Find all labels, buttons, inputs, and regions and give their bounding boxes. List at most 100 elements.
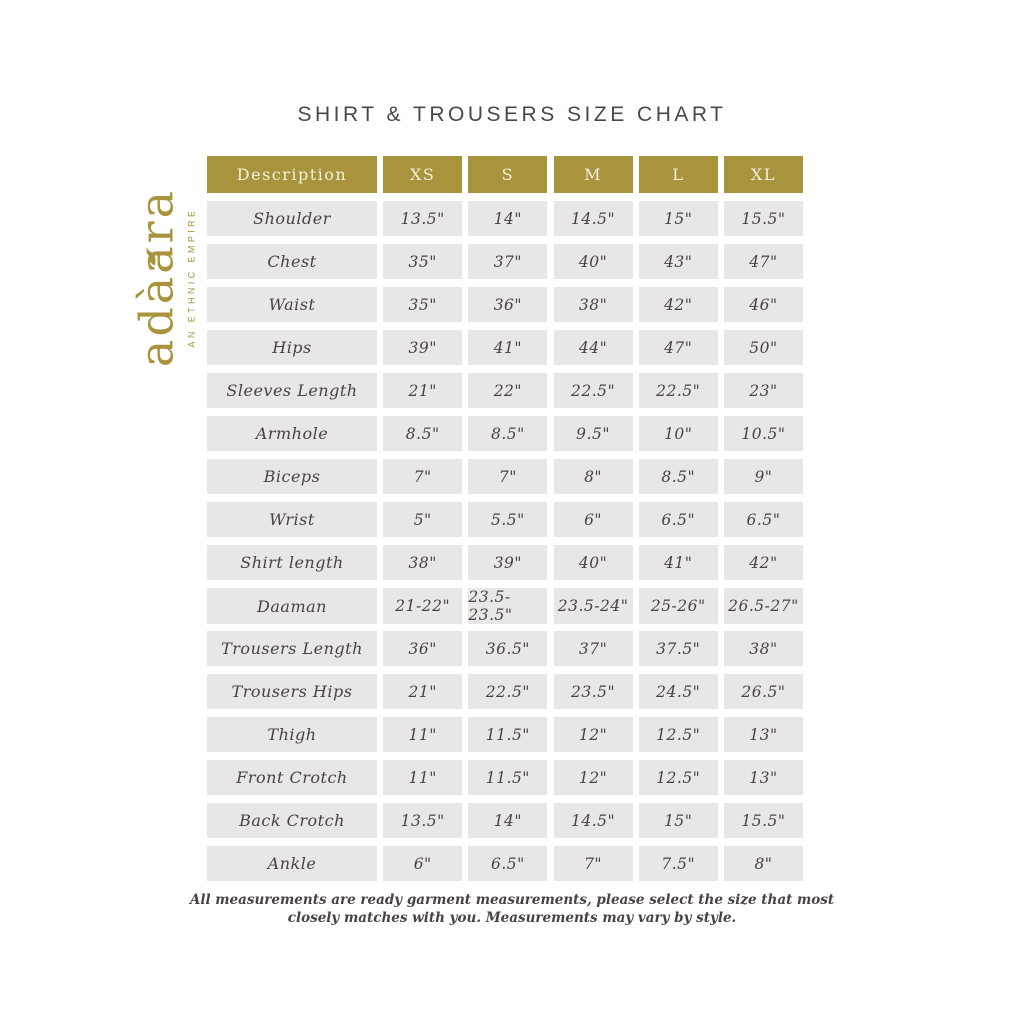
row-value-s: 39" (468, 545, 548, 580)
header-size-s: S (468, 156, 548, 193)
row-value-m: 14.5" (553, 803, 633, 838)
row-value-l: 12.5" (638, 760, 718, 795)
row-value-m: 6" (553, 502, 633, 537)
table-row: Front Crotch 11" 11.5" 12" 12.5" 13" (207, 760, 803, 795)
row-value-l: 6.5" (638, 502, 718, 537)
row-value-xs: 21" (383, 373, 463, 408)
header-description: Description (207, 156, 377, 193)
table-row: Shirt length 38" 39" 40" 41" 42" (207, 545, 803, 580)
row-value-xl: 13" (723, 717, 803, 752)
footer-note-line1: All measurements are ready garment measu… (189, 892, 835, 908)
row-value-xs: 21-22" (383, 588, 463, 624)
row-value-xs: 8.5" (383, 416, 463, 451)
row-value-xl: 6.5" (723, 502, 803, 537)
row-value-l: 8.5" (638, 459, 718, 494)
table-row: Ankle 6" 6.5" 7" 7.5" 8" (207, 846, 803, 881)
brand-logo: adàara AN ETHNIC EMPIRE (130, 168, 197, 388)
row-label: Back Crotch (207, 803, 377, 838)
table-row: Hips 39" 41" 44" 47" 50" (207, 330, 803, 365)
table-row: Thigh 11" 11.5" 12" 12.5" 13" (207, 717, 803, 752)
row-label: Trousers Length (207, 631, 377, 666)
size-table-header: Description XS S M L XL (207, 156, 803, 193)
row-value-xs: 13.5" (383, 803, 463, 838)
row-value-m: 8" (553, 459, 633, 494)
row-value-s: 11.5" (468, 760, 548, 795)
row-value-s: 23.5-23.5" (468, 588, 548, 624)
row-value-s: 14" (468, 201, 548, 236)
footer-note: All measurements are ready garment measu… (0, 892, 1024, 927)
header-size-m: M (553, 156, 633, 193)
row-value-l: 15" (638, 201, 718, 236)
table-row: Daaman 21-22" 23.5-23.5" 23.5-24" 25-26"… (207, 588, 803, 624)
row-value-s: 5.5" (468, 502, 548, 537)
row-value-xl: 13" (723, 760, 803, 795)
row-value-xl: 46" (723, 287, 803, 322)
row-value-s: 22" (468, 373, 548, 408)
row-label: Armhole (207, 416, 377, 451)
row-value-xs: 7" (383, 459, 463, 494)
row-value-xs: 5" (383, 502, 463, 537)
row-value-xl: 10.5" (723, 416, 803, 451)
row-value-m: 40" (553, 244, 633, 279)
size-table-body: Shoulder 13.5" 14" 14.5" 15" 15.5" Chest… (207, 201, 803, 881)
brand-name-text: adàara (129, 187, 184, 368)
row-label: Sleeves Length (207, 373, 377, 408)
brand-tagline: AN ETHNIC EMPIRE (186, 207, 197, 348)
row-value-m: 12" (553, 760, 633, 795)
table-row: Armhole 8.5" 8.5" 9.5" 10" 10.5" (207, 416, 803, 451)
brand-name: adàara (130, 188, 184, 367)
row-value-m: 23.5-24" (553, 588, 633, 624)
row-label: Biceps (207, 459, 377, 494)
row-value-xs: 6" (383, 846, 463, 881)
row-value-xs: 21" (383, 674, 463, 709)
row-label: Chest (207, 244, 377, 279)
row-value-l: 24.5" (638, 674, 718, 709)
row-value-l: 47" (638, 330, 718, 365)
size-table: Description XS S M L XL Shoulder 13.5" 1… (207, 156, 803, 889)
row-value-xs: 38" (383, 545, 463, 580)
row-value-l: 10" (638, 416, 718, 451)
row-label: Shoulder (207, 201, 377, 236)
row-value-xl: 47" (723, 244, 803, 279)
row-value-xl: 15.5" (723, 201, 803, 236)
row-value-xs: 35" (383, 287, 463, 322)
row-value-xs: 36" (383, 631, 463, 666)
header-size-xs: XS (383, 156, 463, 193)
row-value-xl: 42" (723, 545, 803, 580)
row-value-xl: 8" (723, 846, 803, 881)
row-value-l: 37.5" (638, 631, 718, 666)
row-value-xl: 26.5" (723, 674, 803, 709)
row-value-m: 23.5" (553, 674, 633, 709)
row-value-m: 14.5" (553, 201, 633, 236)
footer-note-line2: closely matches with you. Measurements m… (287, 909, 737, 926)
row-value-s: 36" (468, 287, 548, 322)
row-value-m: 38" (553, 287, 633, 322)
row-value-s: 6.5" (468, 846, 548, 881)
row-value-s: 37" (468, 244, 548, 279)
row-value-xl: 23" (723, 373, 803, 408)
row-value-m: 9.5" (553, 416, 633, 451)
row-value-xs: 39" (383, 330, 463, 365)
bird-icon (119, 247, 156, 267)
row-value-xl: 38" (723, 631, 803, 666)
table-row: Wrist 5" 5.5" 6" 6.5" 6.5" (207, 502, 803, 537)
row-value-m: 12" (553, 717, 633, 752)
row-value-xs: 11" (383, 760, 463, 795)
row-value-s: 11.5" (468, 717, 548, 752)
row-value-xs: 13.5" (383, 201, 463, 236)
row-value-l: 25-26" (638, 588, 718, 624)
table-row: Back Crotch 13.5" 14" 14.5" 15" 15.5" (207, 803, 803, 838)
row-value-l: 43" (638, 244, 718, 279)
row-value-l: 15" (638, 803, 718, 838)
row-label: Ankle (207, 846, 377, 881)
row-value-m: 37" (553, 631, 633, 666)
row-value-l: 22.5" (638, 373, 718, 408)
row-value-s: 41" (468, 330, 548, 365)
row-value-xs: 11" (383, 717, 463, 752)
row-value-s: 22.5" (468, 674, 548, 709)
table-row: Waist 35" 36" 38" 42" 46" (207, 287, 803, 322)
table-row: Trousers Length 36" 36.5" 37" 37.5" 38" (207, 631, 803, 666)
row-value-s: 7" (468, 459, 548, 494)
row-label: Wrist (207, 502, 377, 537)
